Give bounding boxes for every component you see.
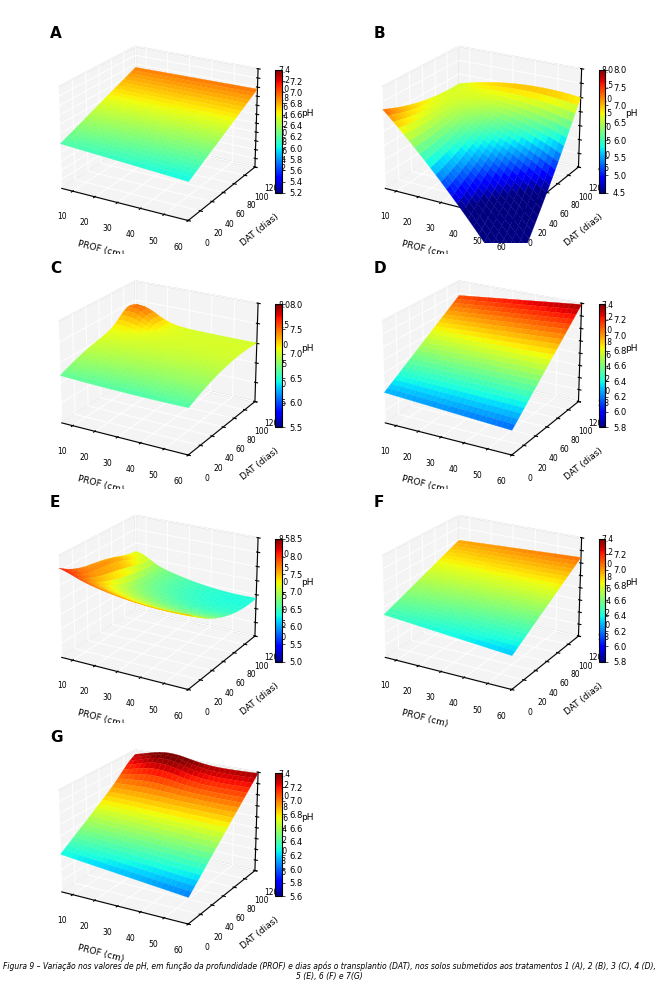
Text: C: C xyxy=(50,261,61,276)
X-axis label: PROF (cm): PROF (cm) xyxy=(77,240,125,259)
Text: G: G xyxy=(50,730,63,745)
Y-axis label: DAT (dias): DAT (dias) xyxy=(239,916,280,951)
Text: E: E xyxy=(50,495,61,511)
X-axis label: PROF (cm): PROF (cm) xyxy=(77,943,125,963)
Text: Figura 9 – Variação nos valores de pH, em função da profundidade (PROF) e dias a: Figura 9 – Variação nos valores de pH, e… xyxy=(3,961,655,981)
Y-axis label: DAT (dias): DAT (dias) xyxy=(563,447,604,482)
Y-axis label: DAT (dias): DAT (dias) xyxy=(239,447,280,482)
X-axis label: PROF (cm): PROF (cm) xyxy=(77,474,125,494)
Y-axis label: DAT (dias): DAT (dias) xyxy=(563,681,604,717)
X-axis label: PROF (cm): PROF (cm) xyxy=(400,474,449,494)
Y-axis label: DAT (dias): DAT (dias) xyxy=(563,212,604,247)
X-axis label: PROF (cm): PROF (cm) xyxy=(400,708,449,729)
Text: A: A xyxy=(50,27,62,41)
Text: F: F xyxy=(374,495,384,511)
X-axis label: PROF (cm): PROF (cm) xyxy=(400,240,449,259)
Text: D: D xyxy=(374,261,386,276)
Y-axis label: DAT (dias): DAT (dias) xyxy=(239,212,280,247)
Y-axis label: DAT (dias): DAT (dias) xyxy=(239,681,280,717)
Text: B: B xyxy=(374,27,385,41)
X-axis label: PROF (cm): PROF (cm) xyxy=(77,708,125,729)
